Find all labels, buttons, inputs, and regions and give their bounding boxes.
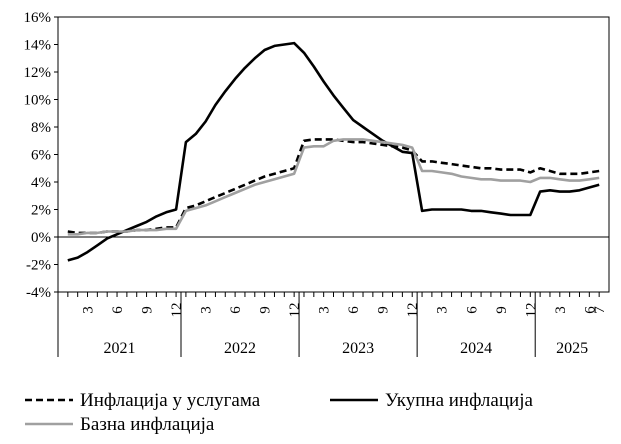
x-tick-label: 6 <box>228 306 244 314</box>
year-label: 2023 <box>342 340 374 357</box>
x-tick-label: 3 <box>317 306 333 314</box>
legend: Инфлација у услугама Укупна инфлација Базн… <box>25 390 533 435</box>
plot-area-border <box>57 16 610 293</box>
y-tick-label: -4% <box>26 285 51 301</box>
x-tick-label: 3 <box>81 306 97 314</box>
y-axis: -4% -2% 0% 2% 4% 6% 8% 10% 12% 14% 16% <box>24 10 58 301</box>
y-tick-label: -2% <box>26 258 51 274</box>
series-line-3 <box>67 138 600 236</box>
x-tick-label: 3 <box>199 306 215 314</box>
x-tick-label: 12 <box>405 303 421 318</box>
y-tick-label: 2% <box>31 203 51 219</box>
x-tick-label: 12 <box>523 303 539 318</box>
series-line-1 <box>67 138 600 235</box>
series-line-2 <box>67 41 600 262</box>
year-label: 2021 <box>103 340 135 357</box>
legend-label: Базна инфлација <box>80 414 215 435</box>
y-tick-label: 14% <box>24 38 52 54</box>
y-tick-label: 6% <box>31 148 51 164</box>
x-tick-label: 6 <box>346 306 362 314</box>
x-tick-label: 9 <box>258 306 274 314</box>
x-tick-label: 6 <box>582 306 598 314</box>
x-tick-label: 6 <box>110 306 126 314</box>
y-tick-label: 12% <box>24 65 52 81</box>
year-label: 2022 <box>224 340 256 357</box>
legend-label: Инфлација у услугама <box>80 390 261 411</box>
y-tick-label: 0% <box>31 230 51 246</box>
y-tick-label: 8% <box>31 120 51 136</box>
series-layer <box>67 41 600 262</box>
y-tick-label: 10% <box>24 93 52 109</box>
x-tick-label: 3 <box>553 306 569 314</box>
year-label: 2025 <box>556 340 588 357</box>
year-label: 2024 <box>460 340 492 357</box>
x-tick-label: 3 <box>435 306 451 314</box>
y-tick-label: 4% <box>31 175 51 191</box>
x-tick-label: 9 <box>494 306 510 314</box>
x-tick-label: 9 <box>140 306 156 314</box>
x-tick-label: 6 <box>464 306 480 314</box>
x-tick-label: 7 <box>592 306 608 314</box>
x-tick-label: 12 <box>287 303 303 318</box>
y-tick-label: 16% <box>24 10 52 26</box>
x-tick-label: 12 <box>169 303 185 318</box>
x-tick-label: 9 <box>376 306 392 314</box>
legend-label: Укупна инфлација <box>385 390 533 411</box>
